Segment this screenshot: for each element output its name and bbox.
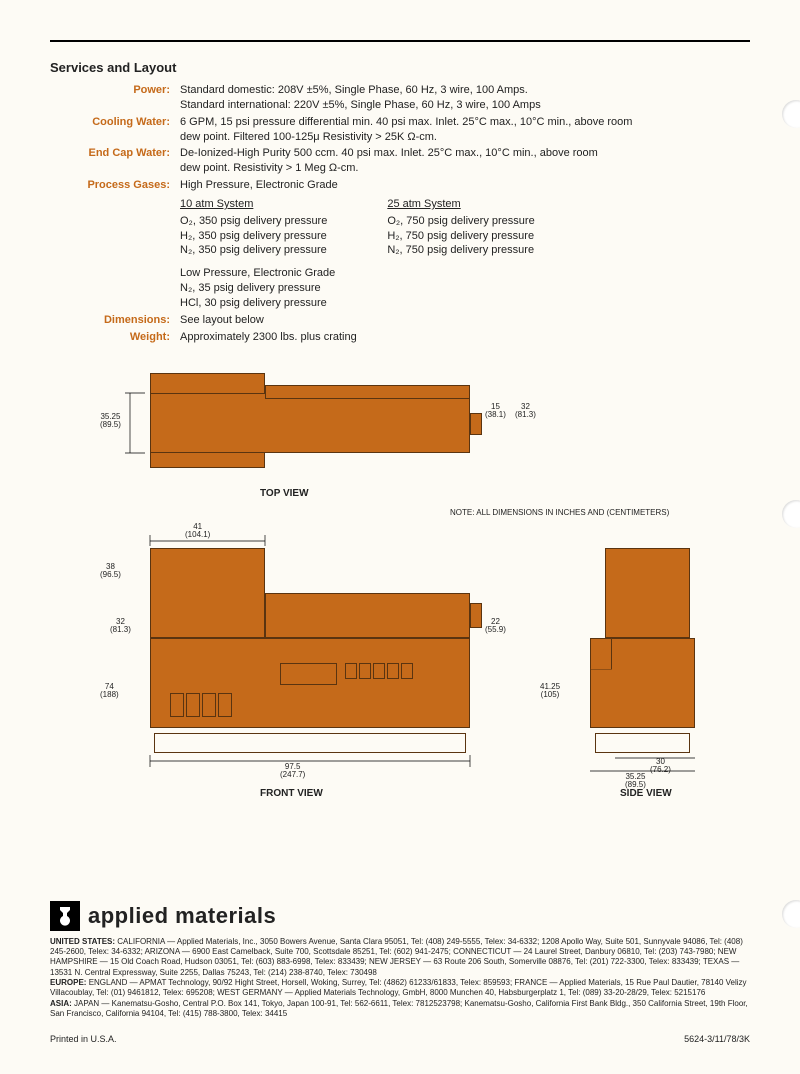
power-line2: Standard international: 220V ±5%, Single… [180, 98, 750, 113]
footer-right: 5624-3/11/78/3K [684, 1034, 750, 1044]
endcap-line2: dew point. Resistivity > 1 Meg Ω-cm. [180, 161, 750, 176]
cooling-line1: 6 GPM, 15 psi pressure differential min.… [180, 115, 750, 130]
dim-label: Dimensions: [50, 313, 180, 328]
dim-side-30: 30 (76.2) [650, 758, 671, 776]
col25-0: O₂, 750 psig delivery pressure [387, 214, 534, 229]
dim-32: 32 (81.3) [110, 618, 131, 636]
dim-note: NOTE: ALL DIMENSIONS IN INCHES AND (CENT… [450, 508, 669, 517]
lp-0: N₂, 35 psig delivery pressure [180, 281, 750, 296]
section-title: Services and Layout [50, 60, 750, 75]
lp-1: HCl, 30 psig delivery pressure [180, 296, 750, 311]
col10-1: H₂, 350 psig delivery pressure [180, 229, 327, 244]
dim-38: 38 (96.5) [100, 563, 121, 581]
weight-value: Approximately 2300 lbs. plus crating [180, 330, 750, 345]
front-view-label: FRONT VIEW [260, 788, 323, 799]
gases-lp-title: Low Pressure, Electronic Grade [180, 266, 750, 281]
dim-top-r2: 32 (81.3) [515, 403, 536, 421]
cooling-line2: dew point. Filtered 100-125μ Resistivity… [180, 130, 750, 145]
dim-side-4125: 41.25 (105) [540, 683, 560, 701]
dim-top-h: 35.25 (89.5) [100, 413, 121, 431]
gases-hp-title: High Pressure, Electronic Grade [180, 178, 750, 193]
dim-top-r1: 15 (38.1) [485, 403, 506, 421]
power-line1: Standard domestic: 208V ±5%, Single Phas… [180, 83, 750, 98]
dim-74: 74 (188) [100, 683, 119, 701]
weight-label: Weight: [50, 330, 180, 345]
company-logo-icon [50, 901, 80, 931]
side-view-label: SIDE VIEW [620, 788, 672, 799]
dim-41: 41 (104.1) [185, 523, 210, 541]
endcap-label: End Cap Water: [50, 146, 180, 176]
col25-title: 25 atm System [387, 197, 534, 212]
col25-1: H₂, 750 psig delivery pressure [387, 229, 534, 244]
gases-label: Process Gases: [50, 178, 180, 311]
layout-diagram: 35.25 (89.5) 15 (38.1) 32 (81.3) TOP VIE… [50, 363, 750, 883]
col10-0: O₂, 350 psig delivery pressure [180, 214, 327, 229]
dim-22: 22 (55.9) [485, 618, 506, 636]
addr-us: UNITED STATES: CALIFORNIA — Applied Mate… [50, 937, 750, 979]
addr-asia: ASIA: JAPAN — Kanematsu-Gosho, Central P… [50, 999, 750, 1020]
col10-2: N₂, 350 psig delivery pressure [180, 243, 327, 258]
col10-title: 10 atm System [180, 197, 327, 212]
footer-left: Printed in U.S.A. [50, 1034, 117, 1044]
endcap-line1: De-Ionized-High Purity 500 ccm. 40 psi m… [180, 146, 750, 161]
company-name: applied materials [88, 903, 276, 929]
addr-eu: EUROPE: ENGLAND — APMAT Technology, 90/9… [50, 978, 750, 999]
dim-value: See layout below [180, 313, 750, 328]
dim-975: 97.5 (247.7) [280, 763, 305, 781]
power-label: Power: [50, 83, 180, 113]
top-view-label: TOP VIEW [260, 488, 309, 499]
cooling-label: Cooling Water: [50, 115, 180, 145]
col25-2: N₂, 750 psig delivery pressure [387, 243, 534, 258]
